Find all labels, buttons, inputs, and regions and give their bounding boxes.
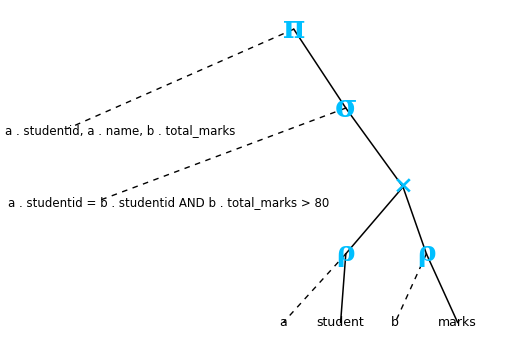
- Text: marks: marks: [438, 316, 477, 329]
- Text: σ: σ: [334, 93, 357, 123]
- Text: a: a: [280, 316, 287, 329]
- Text: a . studentid = b . studentid AND b . total_marks > 80: a . studentid = b . studentid AND b . to…: [8, 196, 329, 209]
- Text: a . studentid, a . name, b . total_marks: a . studentid, a . name, b . total_marks: [5, 124, 236, 137]
- Text: student: student: [317, 316, 365, 329]
- Text: π: π: [283, 14, 305, 45]
- Text: ρ: ρ: [336, 240, 355, 267]
- Text: ρ: ρ: [417, 240, 436, 267]
- Text: ×: ×: [393, 175, 413, 199]
- Text: b: b: [391, 316, 399, 329]
